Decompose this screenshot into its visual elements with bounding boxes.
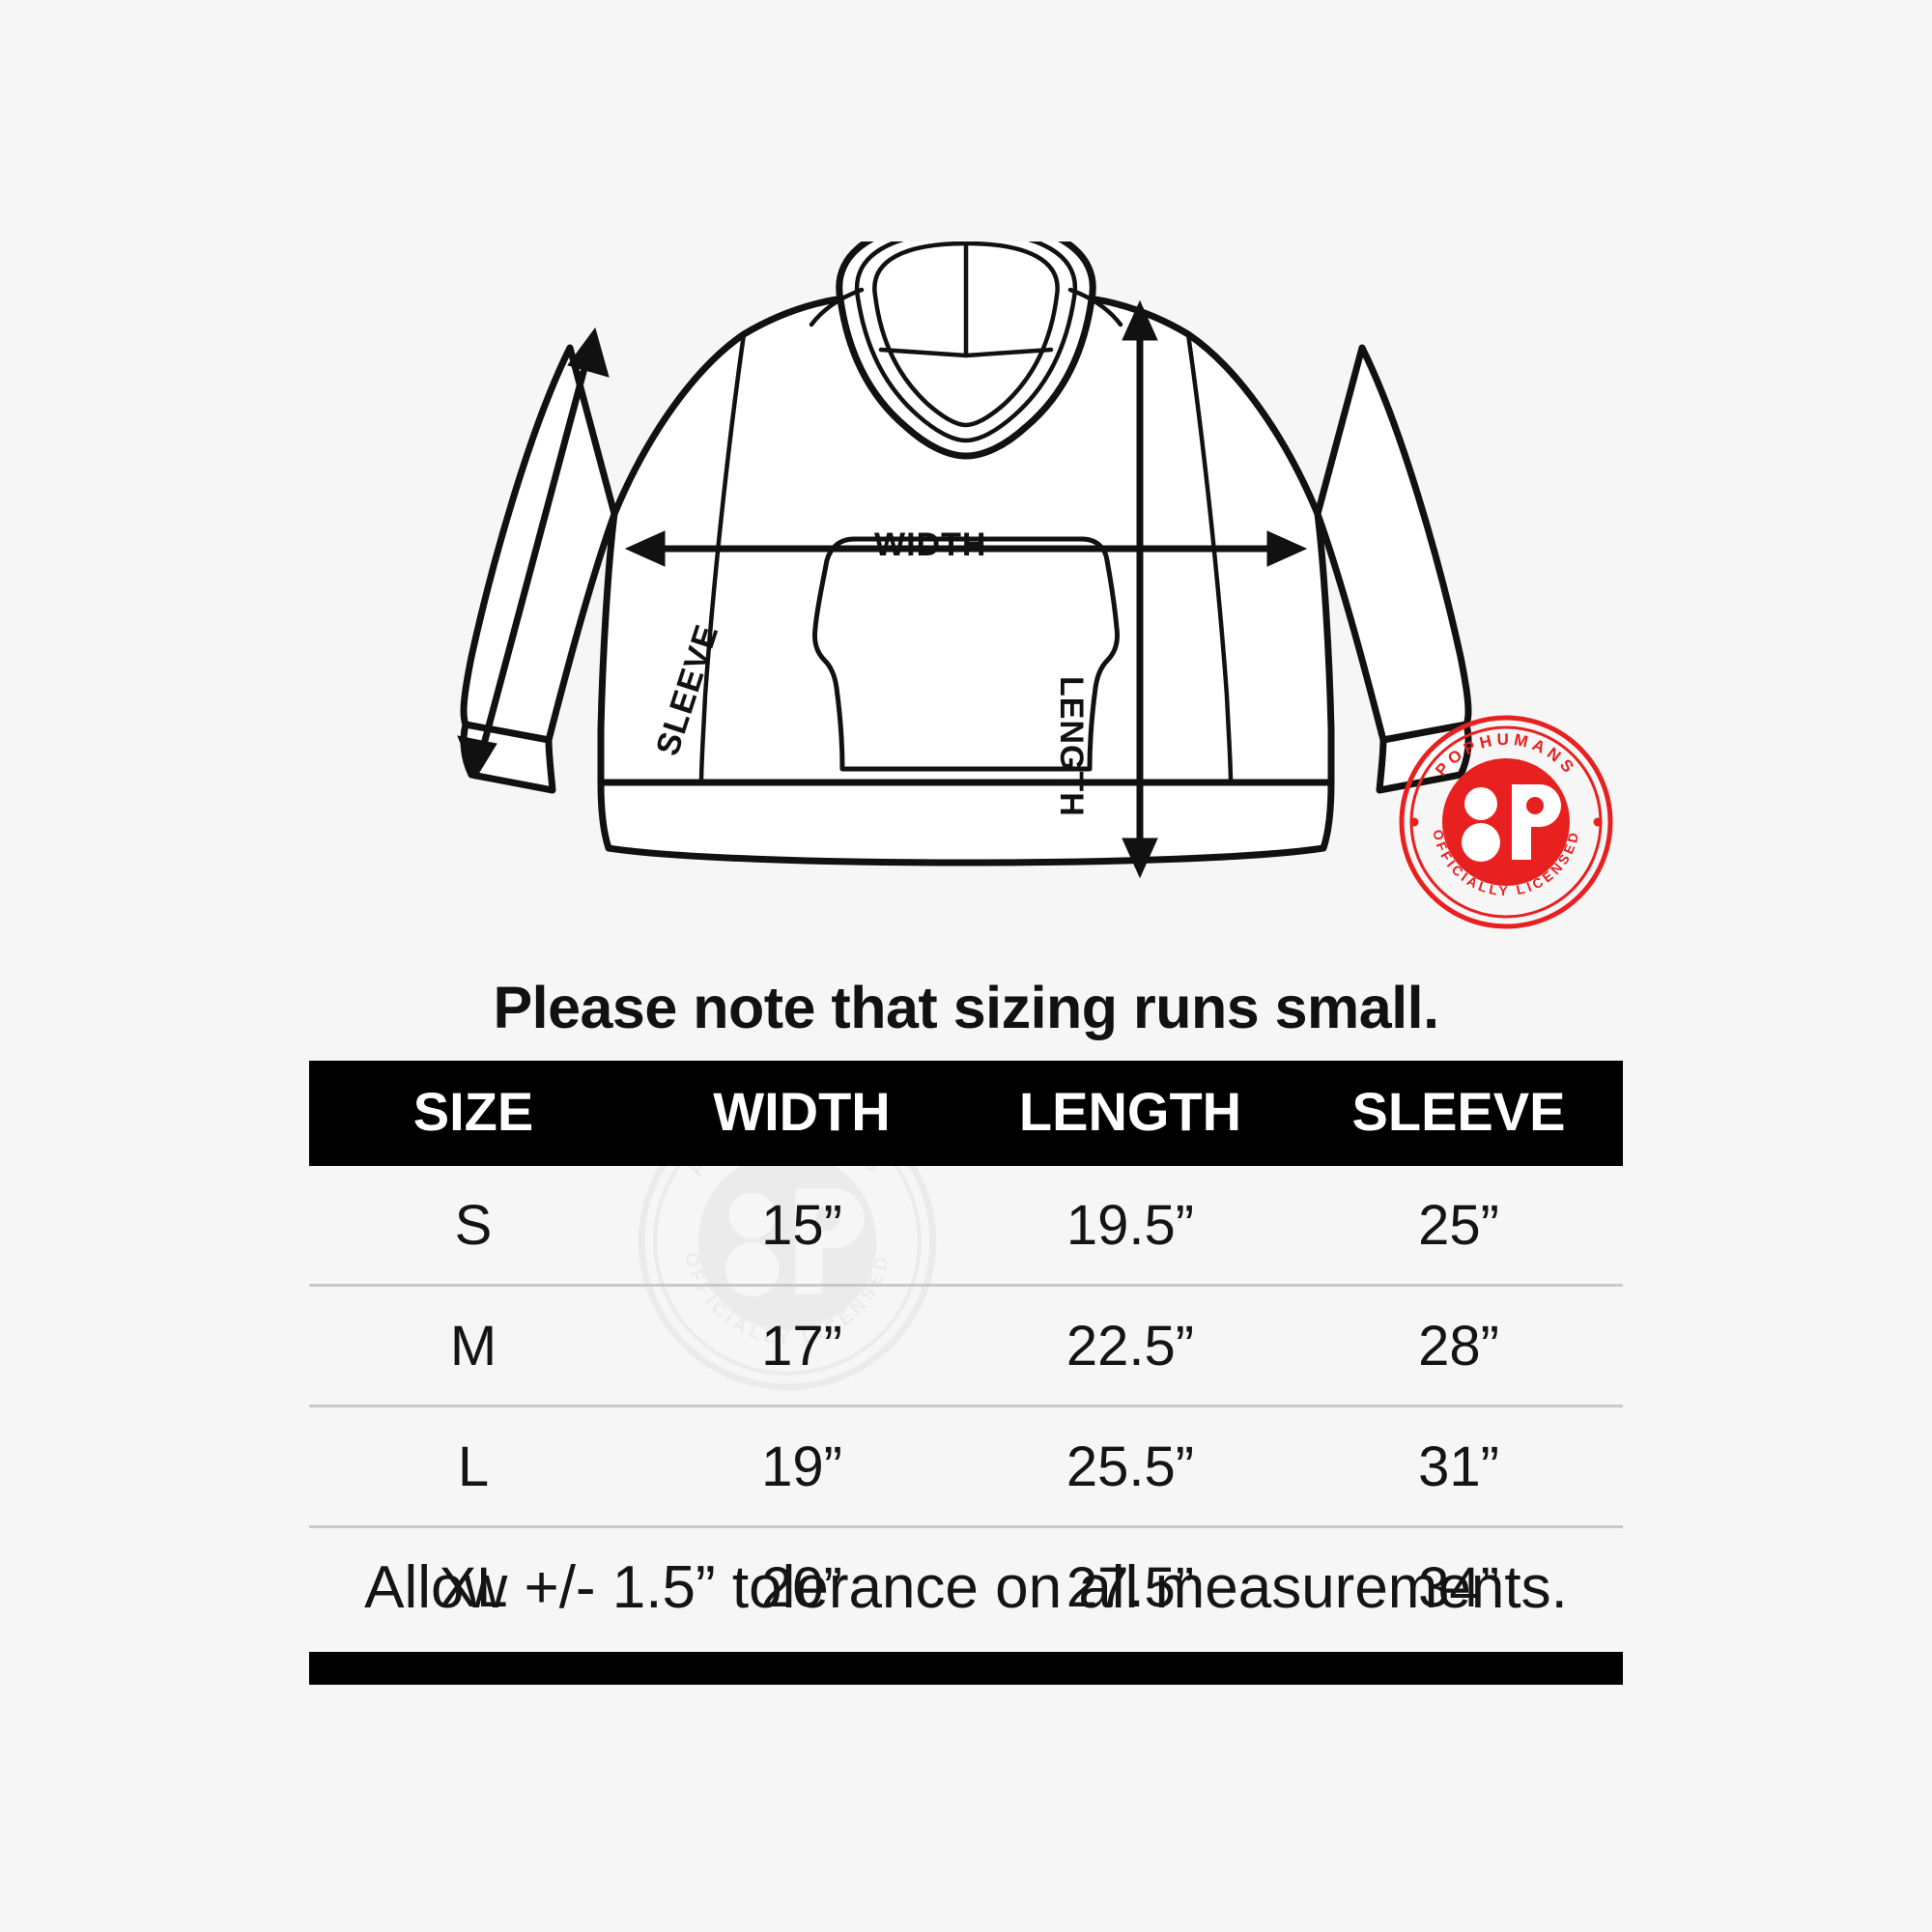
cell-width: 20” — [761, 1555, 842, 1619]
hoodie-seam-left — [698, 331, 747, 785]
sleeve-measure-arrow — [457, 327, 610, 781]
table-row: M 17” 22.5” 28” — [309, 1285, 1623, 1407]
badge-dot-upper — [1464, 787, 1497, 820]
hoodie-collar-left — [809, 287, 865, 327]
table-body: S 15” 19.5” 25” M 17” 22.5” 28” L 19” 25… — [309, 1166, 1623, 1646]
hoodie-hood-inner-2 — [872, 242, 1060, 428]
pophumans-logo-badge: POPHUMANS OFFICIALLY LICENSED — [1399, 715, 1613, 929]
table-header-row: SIZE WIDTH LENGTH SLEEVE — [309, 1061, 1623, 1166]
cell-length: 22.5” — [966, 1285, 1294, 1407]
hoodie-seam-right — [1185, 331, 1234, 785]
cell-length: 25.5” — [966, 1406, 1294, 1528]
hoodie-illustration — [425, 242, 1507, 956]
page-headline: Please note that sizing runs small. — [493, 975, 1439, 1040]
cell-size: L — [309, 1406, 638, 1528]
column-header-sleeve: SLEEVE — [1294, 1061, 1623, 1166]
cell-sleeve: 25” — [1294, 1166, 1623, 1287]
cell-width: 15” — [638, 1166, 966, 1287]
width-measurement-label: WIDTH — [874, 526, 987, 563]
table-row: L 19” 25.5” 31” — [309, 1406, 1623, 1528]
badge-side-dot-left — [1409, 817, 1419, 827]
table-header: SIZE WIDTH LENGTH SLEEVE — [309, 1061, 1623, 1166]
table-row: XL 20” 27.5” 34” — [309, 1527, 1623, 1647]
badge-dot-lower — [1462, 823, 1500, 862]
cell-length: 27.5” — [1065, 1555, 1195, 1619]
column-header-width: WIDTH — [638, 1061, 966, 1166]
badge-side-dot-right — [1593, 817, 1603, 827]
badge-letter-p — [1512, 784, 1561, 860]
cell-width: 19” — [638, 1406, 966, 1528]
cell-sleeve: 31” — [1294, 1406, 1623, 1528]
cell-width: 17” — [638, 1285, 966, 1407]
hoodie-collar-right — [1067, 287, 1123, 327]
cell-size: XL — [439, 1555, 508, 1619]
size-chart-table-wrapper: SIZE WIDTH LENGTH SLEEVE S 15” 19.5” 25”… — [309, 1061, 1623, 1685]
hoodie-right-sleeve — [1314, 344, 1472, 744]
column-header-size: SIZE — [309, 1061, 638, 1166]
cell-sleeve: 28” — [1294, 1285, 1623, 1407]
size-chart-table: SIZE WIDTH LENGTH SLEEVE S 15” 19.5” 25”… — [309, 1061, 1623, 1646]
cell-length: 19.5” — [966, 1166, 1294, 1287]
length-measure-arrow — [1122, 299, 1158, 879]
cell-size: S — [309, 1166, 638, 1287]
tolerance-footnote: Allow +/- 1.5” tolerance on all measurem… — [364, 1554, 1568, 1621]
table-row: S 15” 19.5” 25” — [309, 1166, 1623, 1287]
hoodie-hood-fold — [878, 347, 1054, 358]
hoodie-waistband — [597, 779, 1335, 867]
badge-outer-ring — [1399, 715, 1613, 929]
hoodie-hood-inner-1 — [854, 242, 1078, 443]
length-measurement-label: LENGTH — [1053, 676, 1090, 817]
cell-size: M — [309, 1285, 638, 1407]
cell-sleeve: 34” — [1418, 1555, 1499, 1619]
width-measure-arrow — [624, 530, 1308, 567]
column-header-length: LENGTH — [966, 1061, 1294, 1166]
table-bottom-bar — [309, 1652, 1623, 1685]
